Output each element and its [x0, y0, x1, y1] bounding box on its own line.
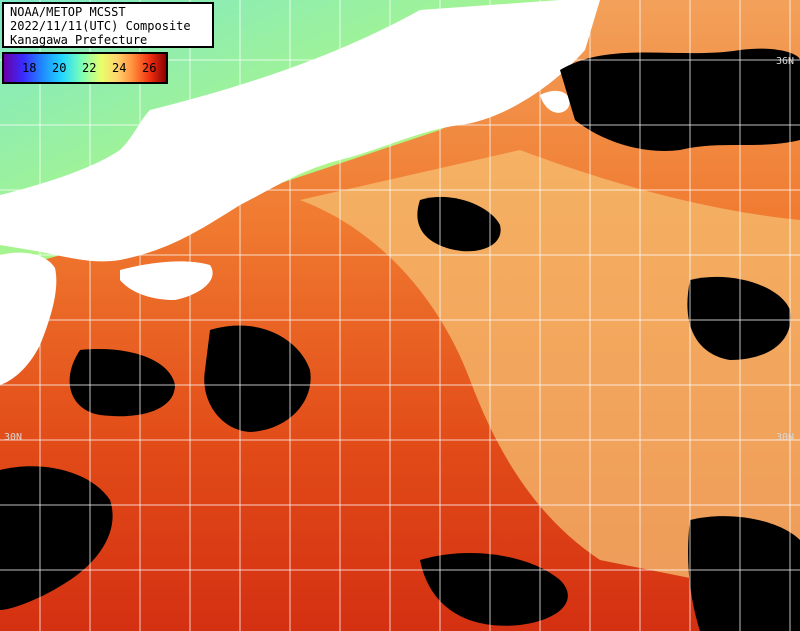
lat-label-30n-right: 30N — [775, 432, 794, 443]
cloud-east-1 — [417, 196, 501, 252]
colorbar-tick-18: 18 — [22, 61, 37, 75]
land-honshu — [0, 0, 600, 262]
cloud-south — [420, 552, 568, 626]
land-kyushu — [0, 252, 57, 385]
cloud-center — [204, 325, 311, 432]
lat-label-30n-left: 30N — [4, 432, 23, 443]
title-line-1: NOAA/METOP MCSST — [10, 5, 126, 19]
colorbar-tick-22: 22 — [82, 61, 97, 75]
cloud-southeast — [688, 516, 800, 631]
title-line-2: 2022/11/11(UTC) Composite — [10, 19, 191, 33]
warm-band — [300, 150, 800, 600]
title-box: NOAA/METOP MCSST 2022/11/11(UTC) Composi… — [2, 2, 214, 48]
cloud-west — [69, 349, 175, 417]
colorbar-tick-20: 20 — [52, 61, 67, 75]
cloud-east-2 — [687, 276, 791, 360]
land-izu — [540, 90, 570, 113]
lat-label-36n: 36N — [775, 56, 794, 67]
title-line-3: Kanagawa Prefecture — [10, 33, 148, 47]
temperature-colorbar: 18 20 22 24 26 — [2, 52, 168, 84]
cloud-southwest — [0, 466, 113, 610]
colorbar-tick-26: 26 — [142, 61, 157, 75]
colorbar-tick-24: 24 — [112, 61, 127, 75]
land-shikoku — [120, 261, 213, 300]
